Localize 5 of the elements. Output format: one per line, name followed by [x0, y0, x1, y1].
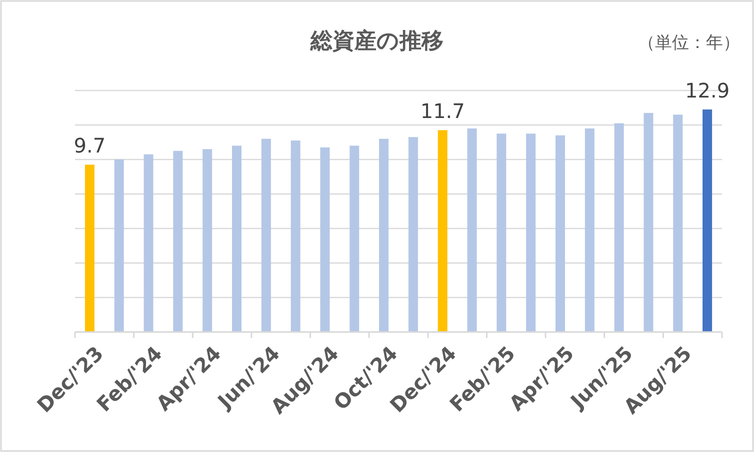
data-label: 11.7 — [420, 99, 465, 124]
text: （単位：年） — [638, 33, 740, 53]
chart-title: 総資産の推移 — [310, 28, 444, 54]
data-label: 9.7 — [74, 134, 106, 158]
data-label: 12.9 — [685, 78, 730, 102]
